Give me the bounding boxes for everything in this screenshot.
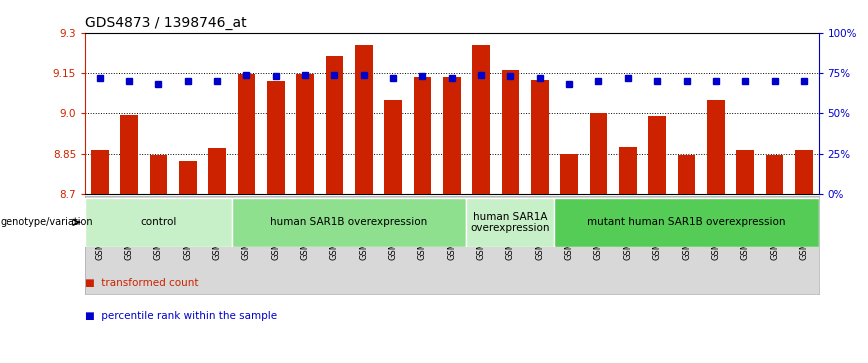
Bar bbox=[385, 100, 402, 194]
Text: GSM1279595: GSM1279595 bbox=[213, 204, 221, 260]
Text: GDS4873 / 1398746_at: GDS4873 / 1398746_at bbox=[85, 16, 247, 30]
Bar bbox=[149, 155, 168, 194]
Text: GSM1279592: GSM1279592 bbox=[125, 204, 134, 260]
Text: GSM1279603: GSM1279603 bbox=[447, 204, 457, 260]
Bar bbox=[531, 80, 549, 194]
Text: GSM1279598: GSM1279598 bbox=[300, 204, 310, 260]
Text: GSM1279606: GSM1279606 bbox=[653, 204, 661, 260]
Bar bbox=[85, 198, 232, 247]
Bar bbox=[502, 70, 519, 194]
Bar bbox=[555, 198, 819, 247]
Text: GSM1279596: GSM1279596 bbox=[242, 204, 251, 260]
Text: GSM1279614: GSM1279614 bbox=[536, 204, 544, 260]
Bar bbox=[443, 77, 461, 194]
Text: genotype/variation: genotype/variation bbox=[1, 217, 94, 227]
Text: mutant human SAR1B overexpression: mutant human SAR1B overexpression bbox=[588, 217, 786, 227]
Text: GSM1279594: GSM1279594 bbox=[183, 204, 192, 260]
Bar bbox=[589, 113, 608, 194]
Text: GSM1279613: GSM1279613 bbox=[506, 204, 515, 260]
Text: GSM1279591: GSM1279591 bbox=[95, 204, 104, 260]
Bar bbox=[208, 148, 226, 194]
Bar bbox=[414, 77, 431, 194]
Bar bbox=[707, 100, 725, 194]
Text: GSM1279609: GSM1279609 bbox=[740, 204, 750, 260]
Bar bbox=[91, 150, 108, 194]
Bar bbox=[232, 198, 466, 247]
Text: GSM1279597: GSM1279597 bbox=[272, 204, 280, 260]
Bar bbox=[179, 160, 196, 194]
Text: GSM1279593: GSM1279593 bbox=[154, 204, 163, 260]
Bar bbox=[561, 154, 578, 194]
Text: GSM1279600: GSM1279600 bbox=[359, 204, 368, 260]
Text: ■  percentile rank within the sample: ■ percentile rank within the sample bbox=[85, 311, 277, 321]
Text: ■  transformed count: ■ transformed count bbox=[85, 278, 199, 288]
Text: GSM1279608: GSM1279608 bbox=[712, 204, 720, 260]
Text: GSM1279612: GSM1279612 bbox=[477, 204, 485, 260]
Bar bbox=[648, 116, 666, 194]
Bar bbox=[472, 45, 490, 194]
Text: GSM1279601: GSM1279601 bbox=[389, 204, 398, 260]
Text: GSM1279604: GSM1279604 bbox=[594, 204, 603, 260]
Bar bbox=[466, 198, 555, 247]
Text: GSM1279611: GSM1279611 bbox=[799, 204, 808, 260]
Text: GSM1279607: GSM1279607 bbox=[682, 204, 691, 260]
Text: GSM1279605: GSM1279605 bbox=[623, 204, 632, 260]
Text: control: control bbox=[141, 217, 176, 227]
Text: GSM1279615: GSM1279615 bbox=[565, 204, 574, 260]
Bar bbox=[678, 155, 695, 194]
Bar bbox=[736, 150, 754, 194]
Text: GSM1279610: GSM1279610 bbox=[770, 204, 779, 260]
Text: GSM1279599: GSM1279599 bbox=[330, 204, 339, 260]
Bar bbox=[121, 115, 138, 194]
Bar bbox=[619, 147, 636, 194]
Bar bbox=[795, 150, 812, 194]
Bar bbox=[766, 155, 783, 194]
Text: GSM1279602: GSM1279602 bbox=[418, 204, 427, 260]
Text: human SAR1B overexpression: human SAR1B overexpression bbox=[271, 217, 428, 227]
Bar bbox=[355, 45, 372, 194]
Text: human SAR1A
overexpression: human SAR1A overexpression bbox=[470, 212, 550, 233]
Bar bbox=[238, 74, 255, 194]
Bar bbox=[296, 74, 314, 194]
Bar bbox=[267, 81, 285, 194]
Bar bbox=[326, 56, 343, 194]
